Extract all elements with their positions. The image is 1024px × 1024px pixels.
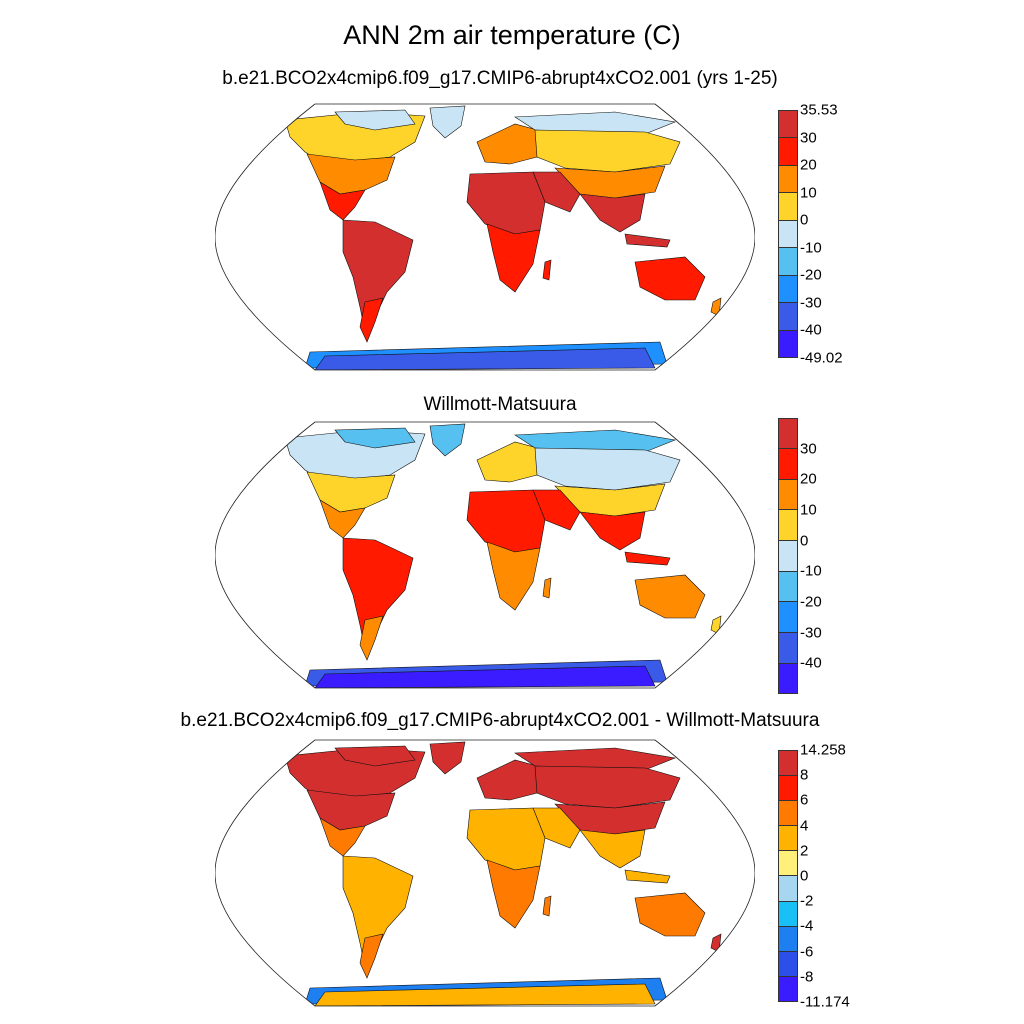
north-america-south	[319, 181, 366, 221]
colorbar-label: 2	[800, 842, 809, 860]
land-group	[284, 423, 722, 688]
south-america-south	[359, 297, 384, 343]
colorbar-label: -40	[800, 654, 822, 672]
colorbar-label: 20	[800, 156, 817, 174]
asia-north	[534, 129, 681, 173]
colorbar-label: -10	[800, 562, 822, 580]
asia-south	[579, 193, 646, 233]
colorbar-label: 6	[800, 791, 809, 809]
madagascar	[542, 895, 552, 917]
canadian-arctic	[334, 109, 416, 131]
map-model	[215, 103, 755, 371]
map-diff	[215, 739, 755, 1007]
colorbar-label: -30	[800, 624, 822, 642]
antarctica	[314, 665, 656, 688]
colorbar-label: -8	[800, 968, 814, 986]
figure-title: ANN 2m air temperature (C)	[343, 20, 681, 50]
colorbar-label: 30	[800, 129, 817, 147]
land-group	[284, 105, 722, 370]
colorbar-label: 10	[800, 184, 817, 202]
colorbar-label: -40	[800, 321, 822, 339]
asia-north	[534, 765, 681, 809]
antarctica	[314, 983, 656, 1006]
antarctica	[314, 347, 656, 370]
colorbar-label: 0	[800, 867, 809, 885]
colorbar-label: -30	[800, 294, 822, 312]
map-outline	[215, 739, 755, 1007]
colorbar-label: -49.02	[800, 349, 843, 367]
australia	[634, 256, 706, 301]
colorbar-label: -2	[800, 892, 814, 910]
madagascar	[542, 577, 552, 599]
colorbar-label: -6	[800, 943, 814, 961]
colorbar-frame	[778, 418, 798, 694]
colorbar-label: 35.53	[800, 101, 838, 119]
land-group	[284, 741, 722, 1006]
australia	[634, 574, 706, 619]
panel-title-obs: Willmott-Matsuura	[423, 394, 577, 415]
colorbar-label: 0	[800, 532, 809, 550]
colorbar-frame	[778, 750, 798, 1002]
colorbar-label: 30	[800, 440, 817, 458]
africa-south	[486, 223, 541, 293]
canadian-arctic	[334, 745, 416, 767]
colorbar-label: -11.174	[800, 993, 850, 1011]
south-america-south	[359, 933, 384, 979]
colorbar-model: -49.02 -40 -30 -20 -10 0 10 20 30 35.53	[778, 102, 843, 367]
asia-north	[534, 447, 681, 491]
indonesia	[624, 869, 671, 884]
asia-south	[579, 829, 646, 869]
colorbar-label: 8	[800, 766, 809, 784]
greenland	[429, 105, 466, 139]
colorbar-label: 14.258	[800, 741, 846, 759]
africa-south	[486, 541, 541, 611]
colorbar-label: -20	[800, 593, 822, 611]
map-obs	[215, 421, 755, 689]
north-america-south	[319, 499, 366, 539]
map-outline	[215, 421, 755, 689]
colorbar-label: 4	[800, 817, 809, 835]
map-outline	[215, 103, 755, 371]
colorbar-label: 20	[800, 470, 817, 488]
indonesia	[624, 551, 671, 566]
colorbar-obs: -40 -30 -20 -10 0 10 20 30	[778, 418, 822, 695]
colorbar-diff: -11.174 -8 -6 -4 -2 0 2 4 6 8 14.258	[778, 742, 850, 1011]
north-america-south	[319, 817, 366, 857]
colorbar-frame	[778, 110, 798, 358]
colorbar-label: 10	[800, 501, 817, 519]
panel-title-diff: b.e21.BCO2x4cmip6.f09_g17.CMIP6-abrupt4x…	[180, 710, 820, 731]
africa-south	[486, 859, 541, 929]
canadian-arctic	[334, 427, 416, 449]
asia-south	[579, 511, 646, 551]
colorbar-label: -4	[800, 917, 814, 935]
south-america-south	[359, 615, 384, 661]
colorbar-label: 0	[800, 211, 809, 229]
colorbar-label: -20	[800, 266, 822, 284]
indonesia	[624, 233, 671, 248]
greenland	[429, 423, 466, 457]
australia	[634, 892, 706, 937]
madagascar	[542, 259, 552, 281]
greenland	[429, 741, 466, 775]
colorbar-label: -10	[800, 239, 822, 257]
panel-title-model: b.e21.BCO2x4cmip6.f09_g17.CMIP6-abrupt4x…	[222, 68, 778, 89]
